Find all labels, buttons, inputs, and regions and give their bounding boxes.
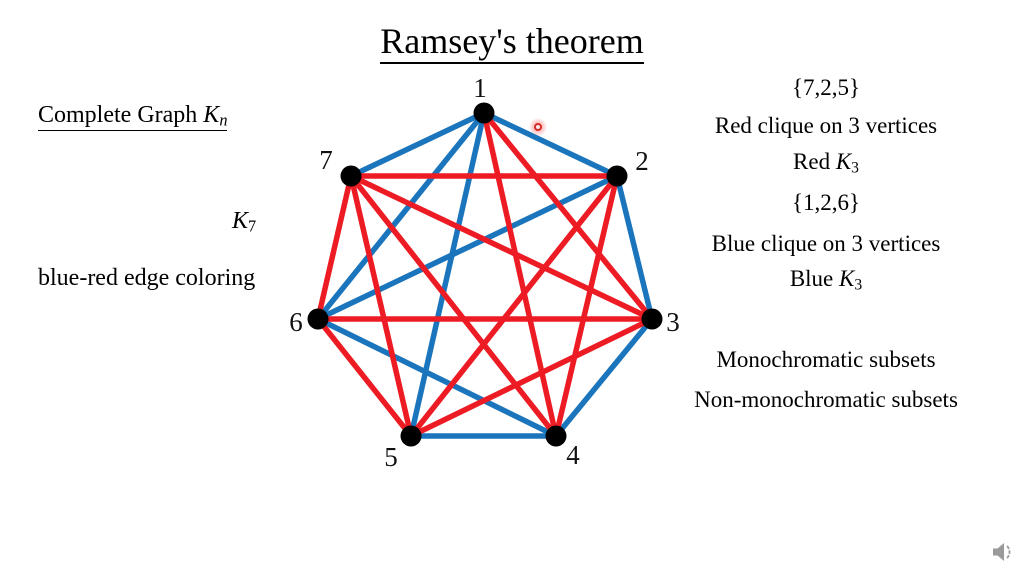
blue-clique-caption-text: Blue clique on 3 vertices (711, 231, 941, 256)
k-variable: K (203, 102, 220, 128)
edge-2-6-blue (316, 173, 619, 322)
edge-2-3-blue (614, 175, 655, 320)
non-monochromatic-text: Non-monochromatic subsets (694, 387, 958, 412)
red-k3-label: Red K3 (640, 149, 1012, 177)
vertex-label-5: 5 (384, 442, 398, 472)
vertex-label-1: 1 (473, 73, 487, 103)
vertex-label-4: 4 (566, 440, 580, 470)
edge-5-7-red (348, 175, 414, 437)
edge-1-4-red (481, 112, 559, 437)
blue-k3-prefix: Blue (789, 266, 840, 291)
edge-1-3-red (481, 111, 655, 321)
vertex-4 (545, 425, 567, 447)
edge-1-7-blue (349, 110, 486, 179)
red-clique-caption: Red clique on 3 vertices (640, 113, 1012, 139)
vertex-6 (307, 308, 329, 330)
edge-6-7-red (315, 175, 354, 320)
speaker-icon[interactable] (988, 538, 1018, 568)
k-subscript-3: 3 (851, 159, 859, 177)
edge-3-7-red (349, 173, 654, 322)
vertex-label-2: 2 (635, 146, 649, 176)
edge-4-7-red (348, 174, 559, 438)
edge-1-2-blue (482, 110, 619, 179)
red-clique-set: {7,2,5} (640, 75, 1012, 101)
complete-graph-label: Complete Graph (38, 102, 204, 128)
vertex-3 (641, 308, 663, 330)
blue-k3-label: Blue K3 (640, 266, 1012, 294)
vertex-5 (400, 425, 422, 447)
edge-coloring-text: blue-red edge coloring (38, 265, 256, 291)
edge-2-5-red (408, 174, 620, 438)
red-k3-prefix: Red (793, 149, 836, 174)
edge-3-4-blue (553, 317, 655, 438)
k-variable: K (839, 266, 855, 291)
edge-5-6-red (315, 317, 414, 438)
vertex-1 (473, 102, 495, 124)
edge-coloring-label: blue-red edge coloring (38, 265, 255, 292)
k-variable: K (232, 208, 249, 234)
vertex-2 (606, 165, 628, 187)
k7-label: K7 (232, 208, 256, 235)
blue-clique-set: {1,2,6} (640, 190, 1012, 216)
vertex-7 (340, 165, 362, 187)
k-variable: K (835, 149, 852, 174)
vertex-label-3: 3 (666, 307, 680, 337)
edge-4-6-blue (316, 316, 558, 439)
edge-3-5-red (409, 316, 654, 439)
k-subscript-n: n (219, 110, 228, 130)
edge-1-5-blue (408, 112, 487, 437)
slide-title: Ramsey's theorem (0, 20, 1024, 64)
vertex-label-6: 6 (289, 307, 303, 337)
monochromatic-label: Monochromatic subsets (640, 347, 1012, 373)
slide-title-text: Ramsey's theorem (380, 21, 644, 64)
edge-2-4-red (553, 175, 620, 437)
red-clique-set-text: {7,2,5} (791, 75, 861, 100)
red-clique-caption-text: Red clique on 3 vertices (714, 113, 938, 138)
blue-clique-caption: Blue clique on 3 vertices (640, 231, 1012, 257)
k-subscript-7: 7 (248, 216, 257, 236)
k-subscript-3: 3 (854, 276, 863, 294)
blue-clique-set-text: {1,2,6} (791, 190, 861, 215)
monochromatic-text: Monochromatic subsets (716, 347, 936, 372)
non-monochromatic-label: Non-monochromatic subsets (640, 387, 1012, 413)
complete-graph-heading: Complete Graph Kn (38, 102, 228, 131)
edge-1-6-blue (315, 111, 487, 321)
vertex-label-7: 7 (319, 145, 333, 175)
